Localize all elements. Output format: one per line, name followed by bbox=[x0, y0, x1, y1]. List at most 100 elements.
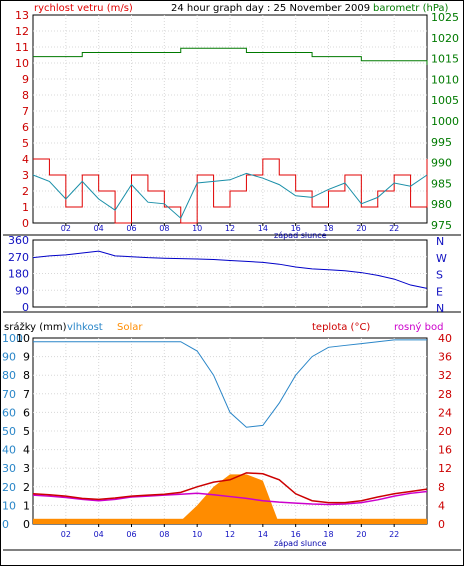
pressure-tick-label: 980 bbox=[431, 198, 452, 211]
humidity-tick-label: 60 bbox=[2, 406, 16, 419]
x-tick-label: 06 bbox=[126, 530, 136, 539]
humidity-axis-title: vlhkost bbox=[67, 322, 103, 333]
precipitation-tick-label: 3 bbox=[23, 462, 30, 475]
wind-speed-tick-label: 9 bbox=[22, 73, 29, 86]
x-tick-label: 02 bbox=[61, 530, 71, 539]
temperature-tick-label: 24 bbox=[438, 406, 452, 419]
humidity-tick-label: 10 bbox=[2, 499, 16, 512]
wind-speed-tick-label: 6 bbox=[22, 121, 29, 134]
direction-tick-label: 0 bbox=[22, 301, 29, 314]
precipitation-tick-label: 2 bbox=[23, 481, 30, 494]
humidity-tick-label: 90 bbox=[2, 351, 16, 364]
x-tick-label: 04 bbox=[94, 530, 104, 539]
precipitation-tick-label: 9 bbox=[23, 351, 30, 364]
x-tick-label: 20 bbox=[356, 530, 366, 539]
wind-speed-tick-label: 11 bbox=[15, 41, 29, 54]
x-tick-label: 16 bbox=[291, 530, 301, 539]
wind-speed-axis-title: rychlost vetru (m/s) bbox=[34, 3, 133, 14]
humidity-tick-label: 40 bbox=[2, 444, 16, 457]
x-tick-label: 12 bbox=[225, 224, 235, 233]
temperature-tick-label: 4 bbox=[438, 499, 445, 512]
precipitation-tick-label: 1 bbox=[23, 499, 30, 512]
humidity-tick-label: 30 bbox=[2, 462, 16, 475]
compass-tick-label: N bbox=[436, 235, 444, 248]
humidity-tick-label: 80 bbox=[2, 369, 16, 382]
wind-speed-line bbox=[33, 158, 428, 224]
wind-speed-tick-label: 0 bbox=[22, 217, 29, 230]
pressure-tick-label: 1000 bbox=[431, 115, 459, 128]
temperature-tick-label: 40 bbox=[438, 332, 452, 345]
sunset-label-top: západ slunce bbox=[274, 231, 327, 240]
wind-speed-tick-label: 10 bbox=[15, 57, 29, 70]
pressure-tick-label: 975 bbox=[431, 219, 452, 232]
pressure-tick-label: 1010 bbox=[431, 73, 459, 86]
x-tick-label: 10 bbox=[192, 530, 202, 539]
compass-tick-label: S bbox=[436, 269, 443, 282]
x-tick-label: 10 bbox=[192, 224, 202, 233]
temperature-tick-label: 36 bbox=[438, 351, 452, 364]
direction-tick-label: 270 bbox=[8, 251, 29, 264]
precipitation-tick-label: 4 bbox=[23, 444, 30, 457]
wind-speed-tick-label: 4 bbox=[22, 153, 29, 166]
temperature-axis-title: teplota (°C) bbox=[312, 322, 370, 333]
wind-speed-tick-label: 7 bbox=[22, 105, 29, 118]
pressure-tick-label: 985 bbox=[431, 177, 452, 190]
humidity-tick-label: 70 bbox=[2, 388, 16, 401]
temperature-tick-label: 16 bbox=[438, 444, 452, 457]
x-tick-label: 18 bbox=[323, 224, 333, 233]
precipitation-tick-label: 10 bbox=[16, 332, 30, 345]
precipitation-bar bbox=[33, 518, 427, 524]
wind-speed-tick-label: 2 bbox=[22, 185, 29, 198]
compass-tick-label: W bbox=[436, 252, 447, 265]
temperature-tick-label: 28 bbox=[438, 388, 452, 401]
x-tick-label: 22 bbox=[389, 530, 399, 539]
x-tick-label: 08 bbox=[159, 224, 169, 233]
solar-area bbox=[33, 474, 427, 524]
wind-speed-tick-label: 5 bbox=[22, 137, 29, 150]
dewpoint-line bbox=[32, 490, 428, 506]
pressure-tick-label: 990 bbox=[431, 157, 452, 170]
precipitation-tick-label: 7 bbox=[23, 388, 30, 401]
pressure-tick-label: 1015 bbox=[431, 53, 459, 66]
sunset-label-bottom: západ slunce bbox=[274, 539, 327, 548]
x-tick-label: 16 bbox=[291, 224, 301, 233]
wind-speed-tick-label: 8 bbox=[22, 89, 29, 102]
temperature-tick-label: 12 bbox=[438, 462, 452, 475]
wind-gust-line bbox=[32, 172, 428, 220]
x-tick-label: 02 bbox=[61, 224, 71, 233]
wind-speed-tick-label: 3 bbox=[22, 169, 29, 182]
temperature-tick-label: 0 bbox=[438, 518, 445, 531]
chart-title: 24 hour graph day : 25 November 2009 bbox=[171, 3, 370, 14]
temperature-tick-label: 32 bbox=[438, 369, 452, 382]
direction-tick-label: 180 bbox=[8, 268, 29, 281]
wind-speed-tick-label: 13 bbox=[15, 9, 29, 22]
temperature-line bbox=[32, 472, 428, 504]
x-tick-label: 18 bbox=[323, 530, 333, 539]
precipitation-tick-label: 0 bbox=[23, 518, 30, 531]
precipitation-axis-title: srážky (mm) bbox=[4, 321, 67, 333]
humidity-tick-label: 0 bbox=[2, 518, 9, 531]
precipitation-tick-label: 6 bbox=[23, 406, 30, 419]
precipitation-tick-label: 8 bbox=[23, 369, 30, 382]
humidity-line bbox=[33, 339, 427, 428]
precipitation-tick-label: 5 bbox=[23, 425, 30, 438]
direction-tick-label: 90 bbox=[15, 284, 29, 297]
humidity-tick-label: 50 bbox=[2, 425, 16, 438]
x-tick-label: 04 bbox=[94, 224, 104, 233]
temperature-tick-label: 8 bbox=[438, 481, 445, 494]
temperature-tick-label: 20 bbox=[438, 425, 452, 438]
x-tick-label: 20 bbox=[356, 224, 366, 233]
pressure-axis-title: barometr (hPa) bbox=[373, 3, 449, 14]
humidity-tick-label: 100 bbox=[2, 332, 23, 345]
x-tick-label: 14 bbox=[258, 530, 268, 539]
x-tick-label: 22 bbox=[389, 224, 399, 233]
wind-speed-tick-label: 1 bbox=[22, 201, 29, 214]
x-tick-label: 08 bbox=[159, 530, 169, 539]
dewpoint-axis-title: rosný bod bbox=[394, 321, 443, 333]
compass-tick-label: E bbox=[436, 285, 443, 298]
direction-tick-label: 360 bbox=[8, 234, 29, 247]
wind-speed-tick-label: 12 bbox=[15, 25, 29, 38]
x-tick-label: 12 bbox=[225, 530, 235, 539]
x-tick-label: 14 bbox=[258, 224, 268, 233]
